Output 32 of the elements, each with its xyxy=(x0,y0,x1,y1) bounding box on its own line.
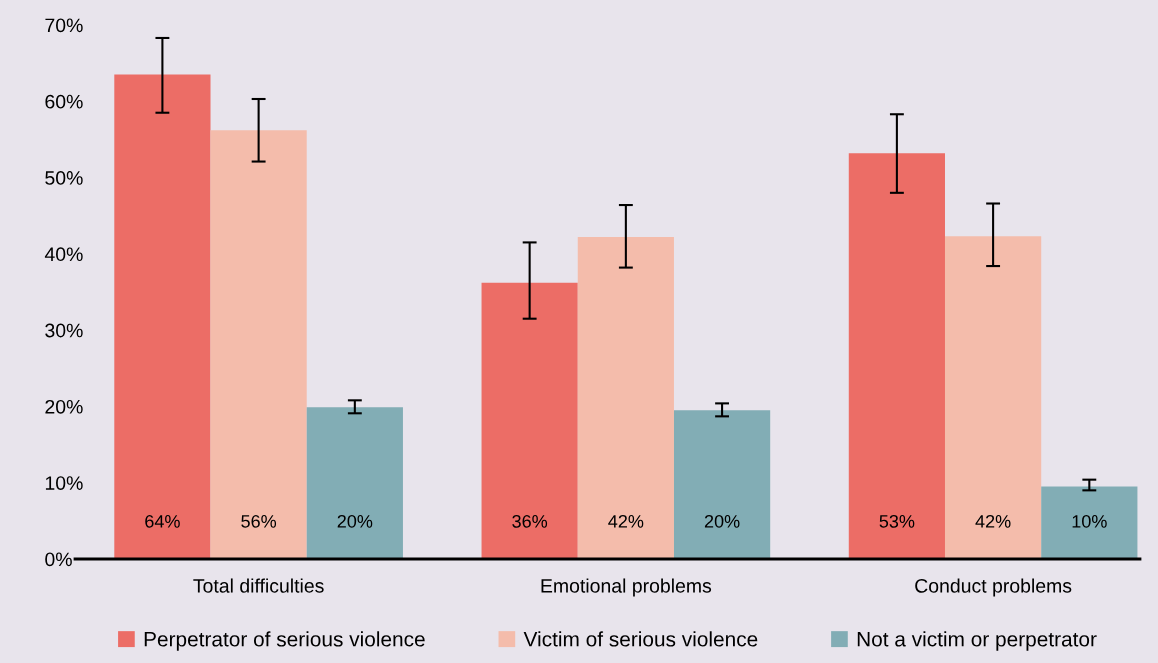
y-tick-label: 70% xyxy=(45,18,83,33)
legend-label: Not a victim or perpetrator xyxy=(857,631,1097,651)
bar xyxy=(944,236,1042,559)
y-tick-label: 30% xyxy=(45,323,83,338)
y-tick-label: 40% xyxy=(44,247,83,262)
bar xyxy=(306,407,403,559)
data-label: 36% xyxy=(512,514,548,528)
bar xyxy=(1041,486,1138,559)
data-label: 42% xyxy=(608,514,644,528)
data-label: 64% xyxy=(145,514,180,528)
data-label: 53% xyxy=(879,514,915,528)
bar xyxy=(210,130,307,559)
data-label: 56% xyxy=(241,514,277,528)
legend-label: Perpetrator of serious violence xyxy=(144,631,425,651)
legend-label: Victim of serious violence xyxy=(523,631,758,647)
data-label: 10% xyxy=(1072,514,1107,528)
data-label: 20% xyxy=(704,514,740,528)
y-tick-label: 0% xyxy=(45,552,72,567)
bar xyxy=(848,153,945,559)
y-tick-label: 10% xyxy=(45,476,83,490)
bar xyxy=(577,237,674,559)
x-tick-label: Emotional problems xyxy=(541,578,712,597)
bar xyxy=(114,74,211,559)
x-tick-label: Total difficulties xyxy=(193,578,324,593)
x-tick-label: Conduct problems xyxy=(915,578,1072,597)
y-tick-label: 50% xyxy=(45,171,83,185)
data-label: 42% xyxy=(975,514,1011,528)
y-tick-label: 60% xyxy=(45,94,83,109)
bar xyxy=(673,410,771,559)
bar xyxy=(481,282,578,559)
y-tick-label: 20% xyxy=(45,399,83,414)
data-label: 20% xyxy=(337,514,373,528)
